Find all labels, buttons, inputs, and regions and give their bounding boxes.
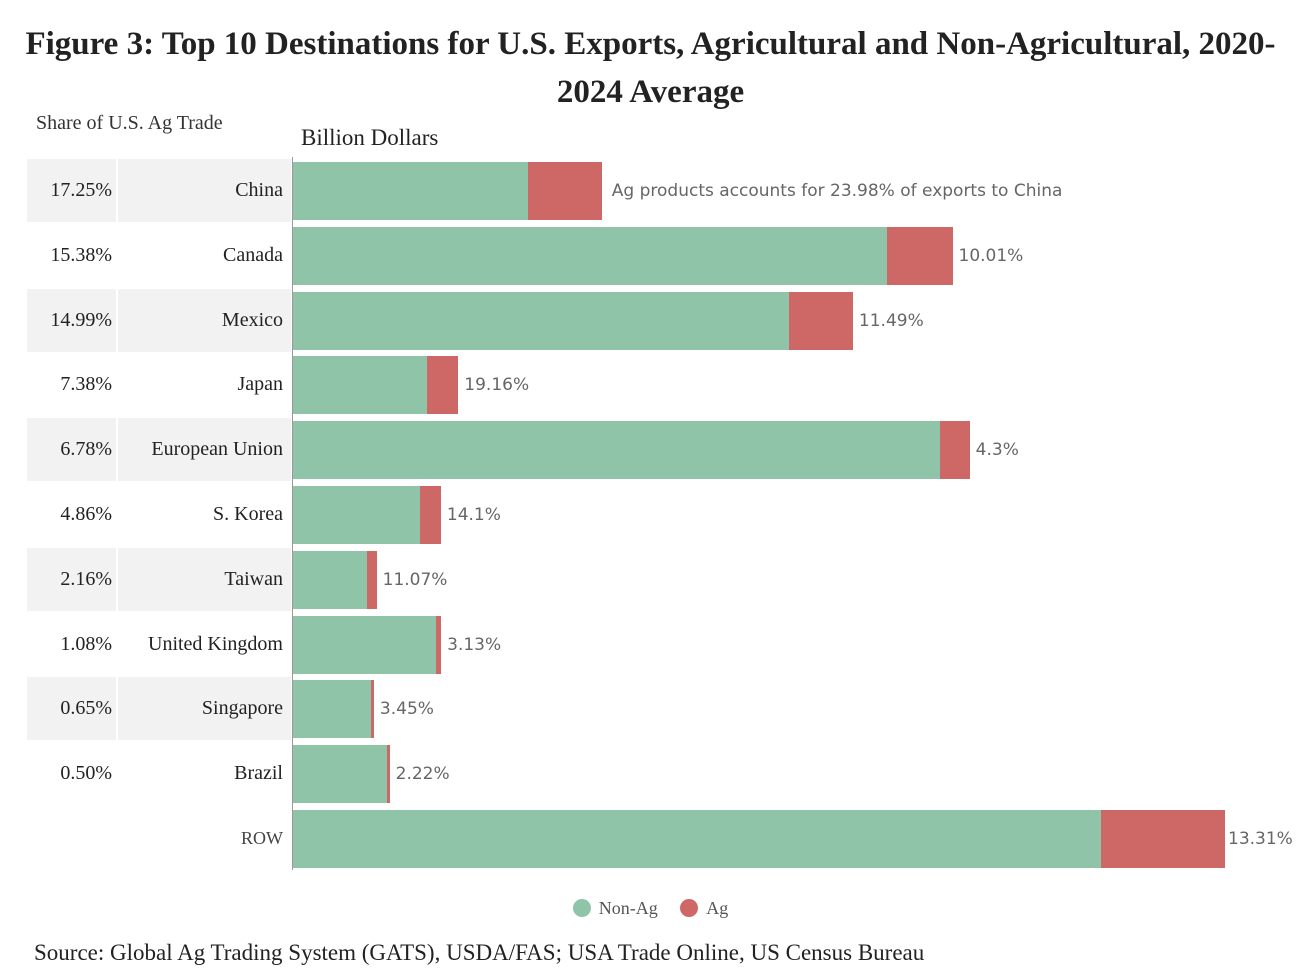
bar-ag bbox=[420, 486, 441, 544]
data-label: 2.22% bbox=[395, 764, 450, 785]
bar-ag bbox=[886, 226, 953, 285]
table-row: 0.50% Brazil bbox=[27, 742, 291, 805]
bar-non-ag bbox=[293, 615, 437, 674]
legend-item-non-ag: Non-Ag bbox=[572, 898, 658, 918]
table-row: 7.38% Japan bbox=[27, 353, 291, 416]
data-label: 10.01% bbox=[958, 245, 1024, 266]
category-label: Japan bbox=[237, 373, 283, 396]
category-label: Canada bbox=[223, 243, 283, 266]
table-row: 2.16% Taiwan bbox=[27, 547, 291, 611]
data-label: 19.16% bbox=[464, 375, 530, 396]
table-row: 15.38% Canada bbox=[27, 224, 291, 287]
category-label: Mexico bbox=[118, 288, 291, 352]
category-label: Brazil bbox=[234, 762, 283, 785]
ag-share-value: 2.16% bbox=[27, 547, 116, 611]
bar-non-ag bbox=[293, 421, 941, 480]
ag-share-value: 4.86% bbox=[60, 503, 112, 525]
category-label: European Union bbox=[118, 418, 291, 482]
bar-ag bbox=[527, 162, 602, 220]
category-label: Singapore bbox=[118, 677, 291, 741]
share-header: Share of U.S. Ag Trade bbox=[36, 112, 223, 134]
y-axis-line bbox=[292, 157, 293, 870]
data-label: 3.45% bbox=[379, 699, 434, 720]
chart-title: Figure 3: Top 10 Destinations for U.S. E… bbox=[25, 26, 1276, 110]
bar-ag bbox=[371, 680, 374, 739]
legend-dot-icon bbox=[680, 899, 699, 917]
category-label: China bbox=[118, 159, 291, 222]
x-axis-label: Billion Dollars bbox=[301, 125, 439, 150]
data-label: 11.07% bbox=[382, 569, 448, 590]
data-label: 3.13% bbox=[447, 634, 502, 655]
table-row: 4.86% S. Korea bbox=[27, 483, 291, 546]
legend: Non-Ag Ag bbox=[0, 898, 1301, 919]
ag-share-value: 17.25% bbox=[27, 159, 116, 222]
bar-non-ag bbox=[293, 810, 1101, 868]
bar-ag bbox=[426, 356, 459, 415]
table-row: 0.65% Singapore bbox=[27, 677, 291, 741]
bar-ag bbox=[788, 291, 853, 350]
category-label: ROW bbox=[241, 828, 283, 848]
bar-ag bbox=[940, 421, 970, 480]
bar-non-ag bbox=[293, 226, 887, 285]
ag-share-value bbox=[27, 807, 116, 870]
bar-non-ag bbox=[293, 550, 368, 609]
bar-non-ag bbox=[293, 356, 427, 415]
table-row: 1.08% United Kingdom bbox=[27, 613, 291, 676]
bar-ag bbox=[387, 745, 390, 804]
bar-non-ag bbox=[293, 486, 421, 544]
table-row: 14.99% Mexico bbox=[27, 288, 291, 352]
legend-item-ag: Ag bbox=[680, 898, 728, 918]
bar-non-ag bbox=[293, 162, 528, 220]
data-label: Ag products accounts for 23.98% of expor… bbox=[611, 181, 1063, 201]
ag-share-value: 1.08% bbox=[60, 632, 112, 655]
ag-share-value: 0.65% bbox=[27, 677, 116, 741]
category-label: United Kingdom bbox=[148, 632, 283, 655]
legend-dot-icon bbox=[572, 899, 591, 917]
bar-ag bbox=[436, 615, 442, 674]
bar-ag bbox=[367, 550, 377, 609]
ag-share-value: 7.38% bbox=[60, 373, 112, 396]
category-label: Taiwan bbox=[118, 547, 291, 611]
bar-ag bbox=[1100, 810, 1225, 868]
data-label: 4.3% bbox=[975, 440, 1019, 461]
data-label: 14.1% bbox=[446, 505, 501, 525]
table-row: 17.25% China bbox=[27, 159, 291, 222]
table-row: ROW bbox=[27, 807, 291, 870]
ag-share-value: 15.38% bbox=[50, 243, 112, 266]
ag-share-value: 0.50% bbox=[60, 762, 112, 785]
bar-non-ag bbox=[293, 680, 372, 739]
ag-share-value: 14.99% bbox=[27, 288, 116, 352]
bar-non-ag bbox=[293, 291, 789, 350]
bar-non-ag bbox=[293, 745, 388, 804]
category-label: S. Korea bbox=[213, 503, 283, 525]
table-row: 6.78% European Union bbox=[27, 418, 291, 482]
ag-share-value: 6.78% bbox=[27, 418, 116, 482]
data-label: 11.49% bbox=[858, 310, 924, 331]
source-note: Source: Global Ag Trading System (GATS),… bbox=[34, 940, 925, 965]
data-label: 13.31% bbox=[1228, 829, 1293, 849]
